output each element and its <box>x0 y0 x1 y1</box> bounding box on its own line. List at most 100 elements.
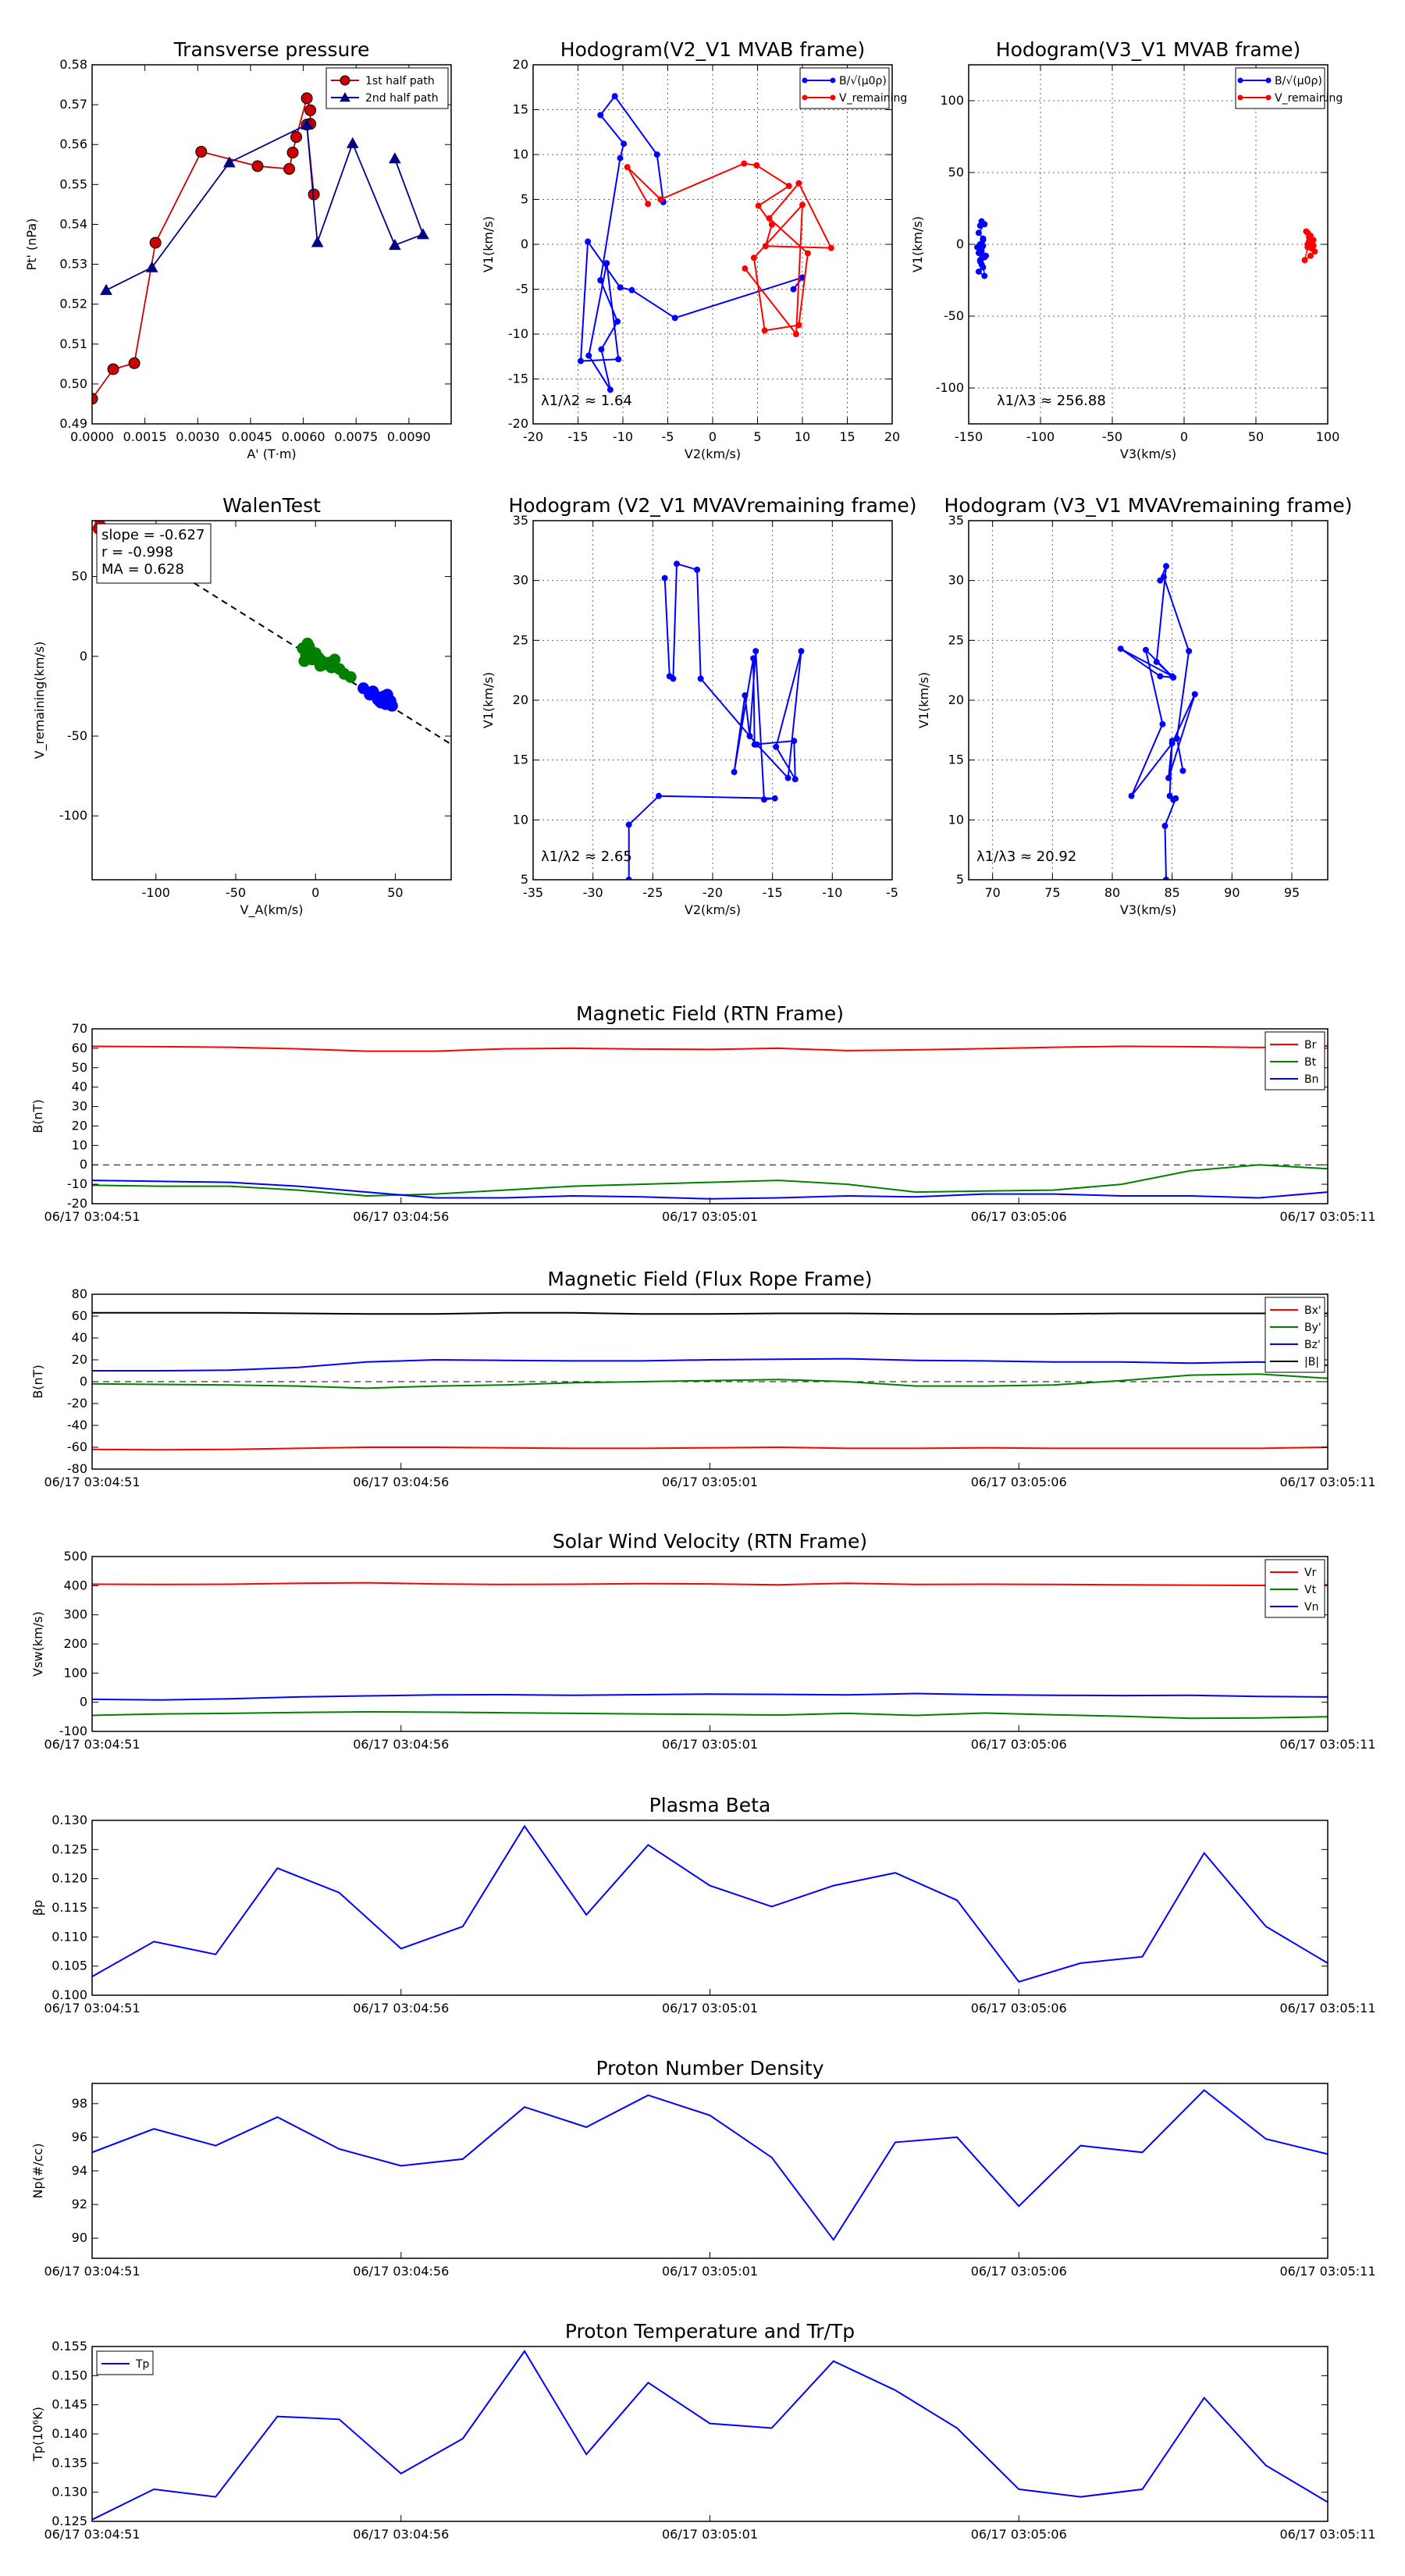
tp-ytick-label: 0.150 <box>52 2368 87 2382</box>
h3-point <box>771 795 778 802</box>
legend-marker <box>830 77 836 84</box>
h3-point <box>694 566 701 573</box>
h3-xlabel: V2(km/s) <box>685 902 741 917</box>
h4-ytick-label: 10 <box>948 812 964 827</box>
h2-xtick-label: 100 <box>1316 429 1340 444</box>
walen-chart: -100 -50 0 50 -100 -50 0 50 WalenTest V_A(km/s) V_… <box>32 494 452 918</box>
beta-ytick-label: 0.105 <box>52 1959 87 1973</box>
h2-annotation: λ1/λ3 ≈ 256.88 <box>997 393 1106 409</box>
legend-marker <box>340 91 350 102</box>
h4-annotation: λ1/λ3 ≈ 20.92 <box>976 849 1076 865</box>
vsw-xtick-label: 06/17 03:05:06 <box>971 1737 1067 1752</box>
h1-point <box>585 352 592 359</box>
b_rtn-xtick-label: 06/17 03:05:11 <box>1279 1209 1375 1224</box>
pt-ytick-label: 0.50 <box>59 376 87 391</box>
legend-marker <box>340 75 350 86</box>
h3-point <box>625 877 632 880</box>
vsw-ytick-label: -100 <box>59 1724 87 1738</box>
b_rtn-plot-area <box>92 1044 1328 1200</box>
pt-point <box>149 237 162 249</box>
h1-xtick-label: -10 <box>613 429 633 444</box>
tp-xtick-label: 06/17 03:05:11 <box>1279 2527 1375 2542</box>
h4-point <box>1165 774 1172 781</box>
np-ytick-label: 98 <box>72 2096 87 2111</box>
b_fr-ytick-label: 0 <box>80 1374 87 1389</box>
h1-point <box>792 331 799 337</box>
h4-point <box>1128 792 1135 799</box>
h2-point <box>981 254 988 261</box>
h4-title: Hodogram (V3_V1 MVAVremaining frame) <box>944 494 1353 517</box>
legend-label: Vn <box>1304 1601 1318 1614</box>
h4-xtick-label: 70 <box>984 885 1000 900</box>
h4-ylabel: V1(km/s) <box>916 672 931 728</box>
np-plot-area <box>92 2089 1328 2242</box>
pt-ytick-label: 0.55 <box>59 176 87 191</box>
b_rtn-ytick-label: 0 <box>80 1157 87 1172</box>
pt-xlabel: A' (T·m) <box>247 447 296 461</box>
np-xtick-label: 06/17 03:05:01 <box>662 2264 758 2279</box>
h2-point <box>1307 252 1314 259</box>
h3-point <box>656 792 662 799</box>
pt-chart: 0.0000 0.0015 0.0030 0.0045 0.0060 0.0075 0.00… <box>24 38 452 461</box>
h1-point <box>799 201 806 208</box>
walen-xtick-label: -50 <box>226 885 246 900</box>
h3-point <box>674 560 680 568</box>
vsw-ytick-label: 100 <box>63 1665 87 1680</box>
b_rtn-chart: -20 -10 0 10 20 30 40 50 60 70 Magnetic Field (RTN… <box>30 1002 1376 1224</box>
np-series-line-0 <box>92 2089 1328 2242</box>
vsw-ytick-label: 300 <box>63 1607 87 1622</box>
b_rtn-ylabel: B(nT) <box>30 1099 45 1133</box>
b_fr-ytick-label: 20 <box>72 1352 87 1367</box>
h3-point <box>773 743 780 750</box>
b_fr-series-line-3 <box>92 1311 1328 1315</box>
h2-point <box>980 237 987 244</box>
b_fr-series-line-1 <box>92 1373 1328 1389</box>
walen-stat-0: slope = -0.627 <box>101 527 205 543</box>
h1-point <box>621 141 628 148</box>
vsw-ylabel: Vsw(km/s) <box>30 1611 45 1676</box>
pt-xtick-label: 0.0000 <box>70 429 114 444</box>
walen-stat-2: MA = 0.628 <box>101 561 184 578</box>
b_fr-ytick-label: -20 <box>67 1396 87 1411</box>
np-ytick-label: 94 <box>72 2163 87 2178</box>
h3-point <box>760 796 767 803</box>
h3-point <box>731 769 738 775</box>
pt-point <box>100 283 112 295</box>
h2-point <box>1304 241 1311 247</box>
h4-ytick-label: 20 <box>948 692 964 707</box>
walen-frame <box>91 520 452 881</box>
b_rtn-ytick-label: 50 <box>72 1060 87 1075</box>
legend-box <box>799 67 890 109</box>
h1-xtick-label: 5 <box>753 429 761 444</box>
b_rtn-ytick-label: 40 <box>72 1080 87 1094</box>
legend-label: By' <box>1304 1322 1321 1334</box>
h1-point <box>614 318 621 325</box>
h3-point <box>661 575 668 582</box>
b_fr-xtick-label: 06/17 03:05:11 <box>1279 1475 1375 1489</box>
h3-ytick-label: 20 <box>513 692 528 707</box>
h4-point <box>1173 735 1180 742</box>
h1-xtick-label: -5 <box>662 429 674 444</box>
h1-ytick-label: 10 <box>513 147 528 162</box>
h4-ytick-label: 25 <box>948 632 964 647</box>
h1-point <box>606 386 614 393</box>
pt-point <box>301 118 313 130</box>
h1-xtick-label: -15 <box>567 429 588 444</box>
tp-ytick-label: 0.140 <box>52 2426 87 2441</box>
vsw-plot-area <box>92 1582 1328 1720</box>
h1-series-line-0 <box>579 94 805 390</box>
h2-ytick-label: 100 <box>940 93 964 108</box>
h2-chart: -150 -100 -50 0 50 100 -100 -50 0 50 100 Hodogram(V… <box>910 38 1343 461</box>
beta-xtick-label: 06/17 03:05:06 <box>971 2001 1067 2016</box>
h3-ytick-label: 30 <box>513 573 528 588</box>
vsw-ytick-label: 200 <box>63 1636 87 1651</box>
b_rtn-ytick-label: -20 <box>67 1196 87 1211</box>
legend-marker <box>830 94 836 101</box>
legend-label: Tp <box>135 2358 150 2371</box>
h3-point <box>791 776 799 783</box>
np-xtick-label: 06/17 03:04:51 <box>44 2264 140 2279</box>
legend-label: Br <box>1304 1039 1317 1051</box>
walen-ytick-label: -100 <box>59 808 87 823</box>
pt-series-line-0 <box>92 95 315 400</box>
h4-point <box>1168 740 1176 747</box>
